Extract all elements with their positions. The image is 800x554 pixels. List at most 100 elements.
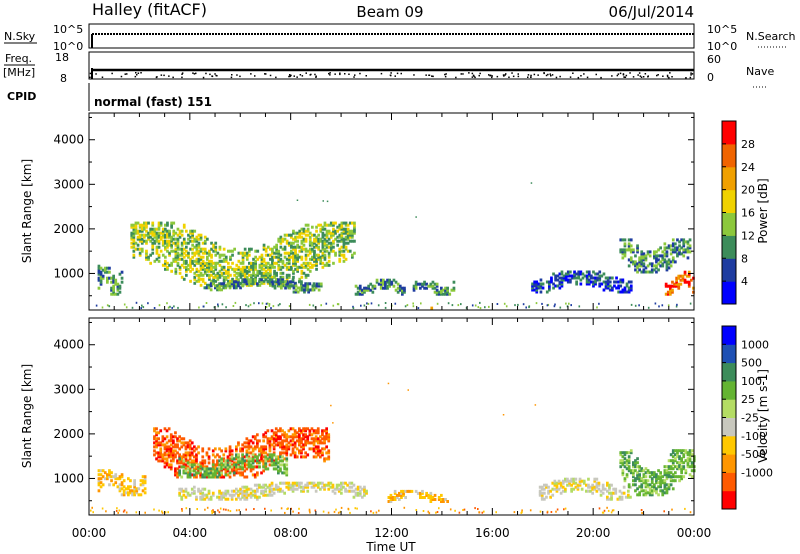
range-cell (590, 280, 593, 284)
range-cell (452, 280, 456, 284)
range-cell (283, 263, 287, 267)
range-cell (314, 429, 318, 433)
range-cell (250, 273, 253, 277)
range-cell (260, 265, 264, 269)
range-cell (239, 471, 242, 475)
range-cell (316, 429, 320, 433)
range-cell (671, 290, 674, 294)
nave-point (216, 75, 218, 77)
range-cell (608, 497, 611, 501)
range-cell (256, 249, 260, 253)
range-cell (556, 274, 560, 278)
range-cell (203, 251, 207, 255)
range-cell (664, 284, 668, 288)
range-cell (632, 479, 635, 483)
ground-cell (309, 511, 311, 514)
range-cell (321, 241, 325, 245)
range-cell (232, 465, 236, 469)
range-cell (325, 429, 328, 433)
range-cell (440, 500, 443, 503)
range-cell (224, 271, 228, 275)
range-cell (132, 243, 136, 247)
range-cell (304, 282, 307, 286)
range-cell (302, 231, 306, 235)
range-cell (367, 284, 370, 288)
range-cell (182, 461, 186, 465)
range-cell (110, 286, 113, 290)
ground-cell (598, 302, 600, 305)
range-cell (543, 487, 546, 491)
range-cell (214, 267, 218, 271)
range-cell (319, 441, 322, 445)
range-cell (398, 288, 402, 292)
range-cell (289, 487, 293, 491)
range-cell (249, 439, 253, 443)
range-cell (676, 451, 679, 455)
range-cell (127, 491, 130, 495)
range-cell (648, 262, 652, 266)
range-cell (403, 288, 406, 292)
nave-point (339, 73, 341, 76)
range-cell (640, 477, 644, 481)
range-cell (271, 265, 274, 269)
range-cell (254, 261, 257, 265)
range-cell (151, 245, 155, 249)
range-cell (629, 238, 633, 242)
range-cell (300, 235, 304, 239)
range-cell (290, 265, 293, 269)
range-cell (218, 288, 221, 292)
range-cell (232, 489, 236, 493)
range-cell (97, 276, 101, 280)
range-cell (304, 239, 308, 243)
range-cell (274, 278, 278, 282)
range-cell (629, 449, 633, 453)
range-cell (159, 235, 163, 239)
range-cell (199, 489, 202, 493)
ground-cell (546, 304, 549, 307)
range-cell (264, 247, 268, 251)
range-cell (306, 263, 310, 267)
range-cell (277, 257, 281, 261)
range-cell (201, 265, 205, 269)
range-cell (129, 489, 132, 493)
range-cell (338, 251, 342, 255)
range-cell (186, 491, 190, 495)
range-cell (256, 487, 259, 491)
isolated-cell (296, 199, 299, 201)
range-cell (155, 439, 158, 443)
range-cell (199, 461, 202, 465)
range-cell (304, 223, 308, 227)
nave-top-tick: 60 (707, 53, 721, 66)
range-cell (650, 477, 654, 481)
range-cell (543, 483, 546, 487)
range-cell (350, 481, 354, 485)
range-cell (363, 489, 366, 493)
range-cell (254, 263, 257, 267)
range-cell (671, 463, 675, 467)
range-cell (323, 247, 327, 251)
range-cell (292, 255, 295, 259)
range-cell (262, 493, 265, 497)
range-cell (316, 427, 320, 431)
range-cell (264, 455, 268, 459)
range-cell (308, 241, 312, 245)
ground-cell (554, 303, 556, 306)
range-cell (166, 233, 169, 237)
range-cell (361, 292, 364, 296)
range-cell (291, 447, 295, 451)
range-cell (136, 243, 140, 247)
range-cell (206, 251, 209, 255)
range-cell (247, 455, 251, 459)
range-cell (308, 237, 312, 241)
range-cell (178, 461, 181, 465)
range-cell (572, 481, 576, 485)
range-cell (435, 290, 439, 294)
range-cell (272, 491, 276, 495)
nave-point (512, 75, 515, 78)
range-cell (398, 491, 401, 495)
ground-cell (611, 509, 614, 512)
nave-point (195, 72, 197, 75)
range-cell (195, 237, 199, 241)
ground-cell (280, 507, 283, 510)
